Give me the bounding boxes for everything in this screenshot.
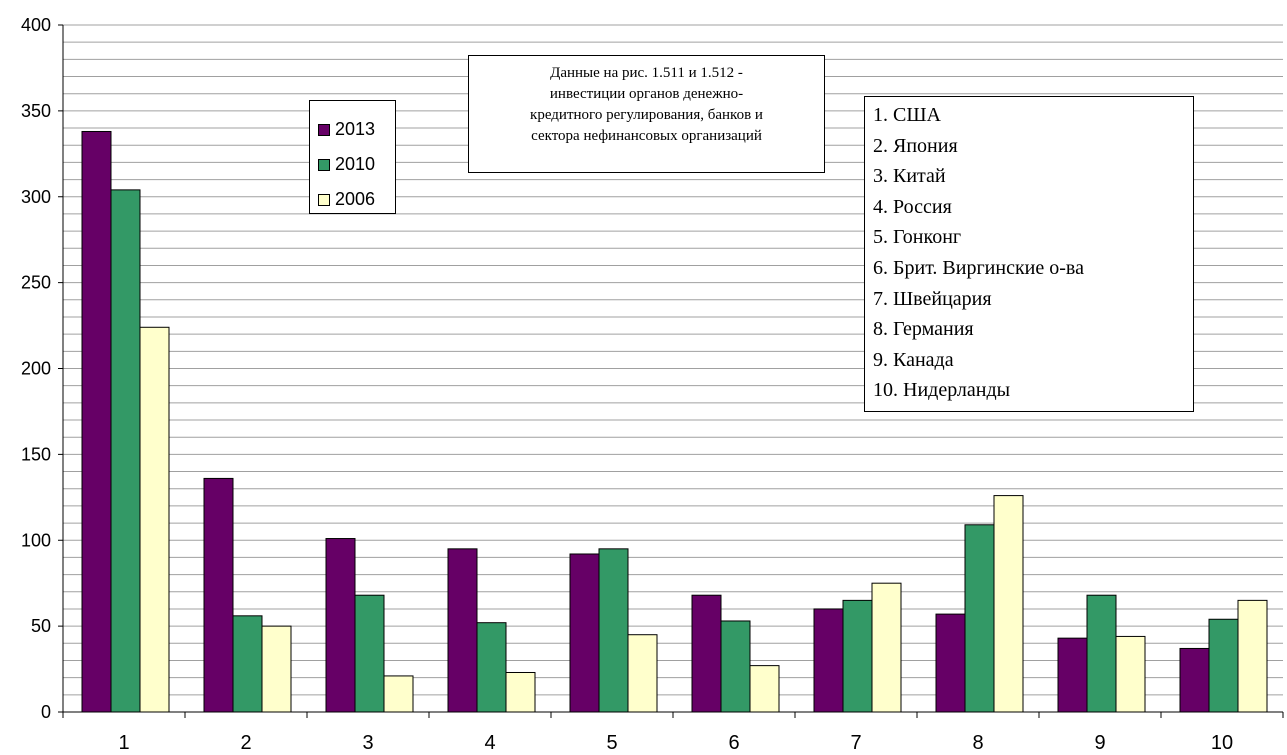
bar-2013-3 [325, 538, 356, 713]
legend-item-2013: 2013 [318, 113, 395, 146]
note-line: инвестиции органов денежно- [549, 86, 744, 102]
bar-2010-6 [720, 620, 751, 713]
bar-2010-1 [110, 189, 141, 713]
bar-2006-3 [383, 675, 414, 713]
bar-2013-2 [203, 477, 234, 713]
note-line: Данные на рис. 1.511 и 1.512 - [550, 65, 743, 81]
country-item: 7. Швейцария [873, 287, 992, 310]
y-tick-label: 0 [41, 702, 51, 722]
country-key: 1. США 2. Япония 3. Китай 4. Россия 5. Г… [864, 96, 1194, 412]
bar-2006-5 [627, 634, 658, 713]
chart-note: Данные на рис. 1.511 и 1.512 - инвестици… [468, 55, 825, 173]
bar-2006-2 [261, 625, 292, 713]
country-item: 2. Япония [873, 134, 958, 157]
bar-2006-4 [505, 671, 536, 713]
legend-item-2006: 2006 [318, 183, 395, 216]
y-tick-label: 400 [21, 15, 51, 35]
bar-2006-6 [749, 665, 780, 713]
country-item: 5. Гонконг [873, 226, 962, 249]
bar-2006-1 [139, 326, 170, 713]
x-tick-label: 2 [240, 732, 251, 754]
legend-swatch [318, 193, 330, 206]
legend: 2013 2010 2006 [309, 100, 396, 214]
x-tick-label: 9 [1094, 732, 1105, 754]
bar-2013-10 [1179, 647, 1210, 713]
legend-label: 2006 [335, 189, 376, 209]
bar-2010-10 [1208, 618, 1239, 713]
bar-2010-9 [1086, 594, 1117, 713]
legend-swatch [318, 158, 330, 171]
bar-2013-1 [81, 130, 112, 713]
country-item: 3. Китай [873, 165, 946, 188]
note-line: сектора нефинансовых организаций [531, 128, 762, 144]
bar-2010-3 [354, 594, 385, 713]
x-tick-label: 5 [606, 732, 617, 754]
x-tick-label: 8 [972, 732, 983, 754]
country-item: 1. США [873, 104, 941, 126]
country-item: 10. Нидерланды [873, 379, 1011, 402]
bar-2013-6 [691, 594, 722, 713]
legend-label: 2010 [335, 154, 376, 174]
country-item: 9. Канада [873, 348, 954, 371]
y-tick-label: 50 [31, 616, 51, 636]
bar-2013-9 [1057, 637, 1088, 713]
x-tick-label: 10 [1211, 732, 1233, 754]
bar-2006-8 [993, 495, 1024, 713]
y-tick-label: 300 [21, 187, 51, 207]
note-line: кредитного регулирования, банков и [530, 107, 763, 123]
bar-2006-7 [871, 582, 902, 713]
legend-item-2010: 2010 [318, 148, 395, 181]
country-item: 4. Россия [873, 195, 952, 218]
bar-2010-4 [476, 622, 507, 713]
x-tick-label: 1 [118, 732, 129, 754]
bar-2013-4 [447, 548, 478, 713]
y-tick-label: 200 [21, 359, 51, 379]
legend-label: 2013 [335, 119, 376, 139]
bar-2010-8 [964, 524, 995, 713]
country-item: 6. Брит. Виргинские о-ва [873, 256, 1084, 279]
y-tick-label: 150 [21, 444, 51, 464]
y-tick-label: 100 [21, 530, 51, 550]
x-tick-label: 7 [850, 732, 861, 754]
bar-2010-7 [842, 599, 873, 713]
bar-2013-8 [935, 613, 966, 713]
bar-2010-2 [232, 615, 263, 713]
axes: 0 50 100 150 200 250 300 350 400 1 2 3 4 5 6 7 8 9 10 [21, 15, 1284, 754]
legend-swatch [318, 123, 330, 136]
bar-2013-7 [813, 608, 844, 713]
country-item: 8. Германия [873, 318, 974, 341]
x-tick-label: 3 [362, 732, 373, 754]
bar-2013-5 [569, 553, 600, 713]
x-tick-label: 4 [484, 732, 495, 754]
x-tick-label: 6 [728, 732, 739, 754]
bar-2006-10 [1237, 599, 1268, 713]
bar-2010-5 [598, 548, 629, 713]
bars [81, 130, 1268, 713]
y-tick-label: 250 [21, 273, 51, 293]
y-tick-label: 350 [21, 101, 51, 121]
bar-2006-9 [1115, 635, 1146, 713]
